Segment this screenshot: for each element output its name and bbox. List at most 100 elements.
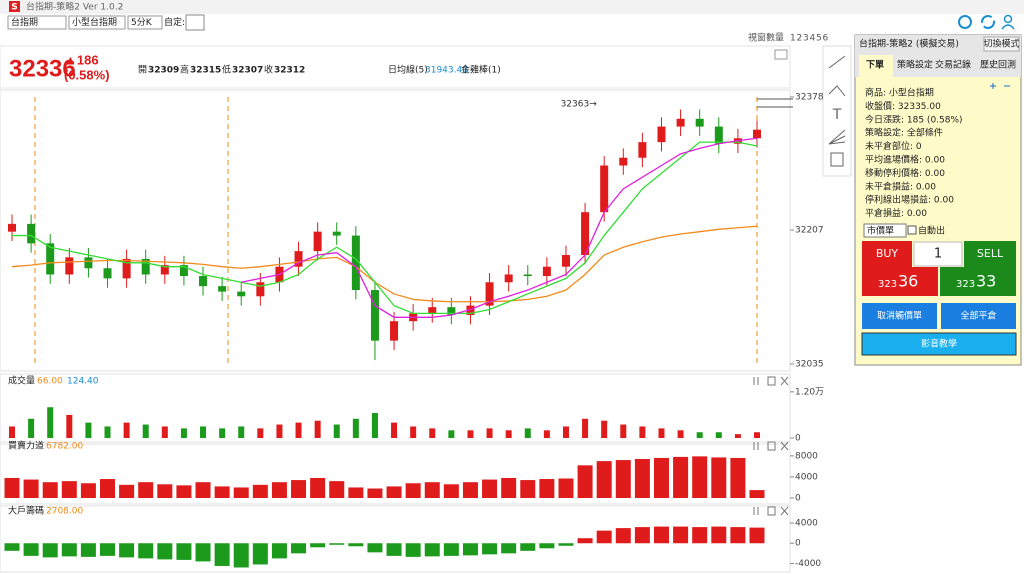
bar: [711, 526, 727, 544]
fan-tool[interactable]: [828, 129, 846, 145]
info-line: 平均進場價格: 0.00: [865, 154, 945, 166]
candle-body: [638, 142, 647, 158]
candle-body: [27, 223, 36, 244]
y-tick-label: 0: [795, 434, 801, 444]
bar: [195, 482, 211, 498]
window-count[interactable]: 3: [803, 34, 809, 44]
wave-tool[interactable]: [828, 85, 846, 97]
cancel-button[interactable]: [862, 303, 937, 329]
price-change: ▲186: [64, 52, 99, 67]
ma-line: [241, 137, 758, 318]
bar: [639, 426, 646, 438]
info-line: 策略設定: 全部條件: [865, 127, 943, 139]
bar: [291, 480, 307, 498]
delete-tool[interactable]: [830, 152, 844, 167]
bar: [577, 538, 593, 544]
quantity-input[interactable]: [913, 241, 963, 267]
bar: [692, 456, 708, 498]
bar: [462, 482, 478, 498]
drawing-tools: [822, 45, 852, 177]
bar: [730, 527, 746, 544]
market-select[interactable]: [7, 15, 67, 30]
tab[interactable]: 策略設定: [897, 59, 933, 71]
bar: [100, 543, 116, 556]
tab[interactable]: 下單: [866, 60, 884, 71]
bar: [352, 418, 359, 438]
bar: [157, 484, 173, 498]
bid-box[interactable]: [862, 267, 938, 296]
bar: [658, 428, 665, 438]
window-count[interactable]: 6: [823, 34, 829, 44]
order-type-select[interactable]: [863, 223, 907, 238]
bar: [42, 482, 58, 498]
tutorial-button[interactable]: [861, 332, 1017, 356]
window-count[interactable]: 2: [797, 34, 803, 44]
legend-gold: 金雞棒(1): [461, 64, 501, 76]
y-tick-label: -4000: [795, 559, 821, 569]
candle-body: [428, 307, 437, 314]
candle-body: [753, 129, 761, 139]
bar: [730, 457, 746, 498]
app-icon-letter: S: [11, 3, 17, 13]
bar: [673, 456, 689, 498]
bar: [310, 477, 326, 498]
header-tool[interactable]: [774, 49, 788, 60]
chart-panel: [0, 505, 791, 573]
window-count[interactable]: 4: [810, 34, 816, 44]
bar: [200, 426, 207, 438]
candle-body: [8, 223, 16, 232]
bar: [138, 543, 154, 559]
panel-readout: 2708.00: [46, 507, 83, 517]
user-icon[interactable]: [1003, 14, 1013, 24]
close-all-button[interactable]: [941, 303, 1016, 329]
bar: [123, 422, 130, 438]
bar: [443, 484, 459, 498]
candle-body: [714, 126, 723, 144]
refresh-icon[interactable]: [981, 15, 995, 29]
window-count[interactable]: 1: [790, 34, 796, 44]
candle-body: [160, 265, 169, 275]
product-select[interactable]: [68, 15, 126, 30]
candle-body: [695, 118, 704, 127]
bar: [482, 479, 498, 498]
tab[interactable]: 歷史回測: [980, 59, 1016, 71]
panel-tools[interactable]: [753, 376, 789, 386]
y-tick-label: 1.20万: [795, 387, 824, 397]
bar: [524, 428, 531, 438]
bar: [749, 490, 765, 498]
buy-button[interactable]: [862, 241, 912, 267]
auto-exit-label: 自動出: [918, 225, 945, 237]
title-bar: [0, 0, 1024, 14]
bar: [653, 526, 669, 544]
sell-button[interactable]: [964, 241, 1016, 267]
panel-tools[interactable]: [753, 441, 789, 451]
candle-body: [447, 307, 456, 315]
bar: [4, 543, 20, 551]
candle-body: [619, 157, 628, 166]
auto-exit-checkbox[interactable]: [907, 225, 917, 235]
custom-input[interactable]: [185, 14, 205, 31]
candle-body: [600, 165, 609, 213]
panel-tools[interactable]: [753, 506, 789, 516]
bar: [749, 527, 765, 544]
tab[interactable]: 交易記錄: [935, 59, 971, 71]
bar: [219, 428, 226, 438]
ask-box[interactable]: [940, 267, 1016, 296]
text-tool[interactable]: T: [832, 107, 842, 123]
bar: [429, 428, 436, 438]
info-line: 未平倉部位: 0: [865, 140, 922, 152]
mode-button[interactable]: [983, 36, 1020, 52]
bar: [558, 478, 574, 498]
interval-select[interactable]: [127, 15, 163, 30]
zoom-icons[interactable]: [990, 83, 1010, 89]
bar: [291, 543, 307, 554]
bar: [257, 428, 264, 438]
window-count[interactable]: 5: [816, 34, 822, 44]
line-tool[interactable]: [828, 55, 846, 69]
bar: [161, 426, 168, 438]
legend-ma-value: 31943.40: [425, 66, 468, 76]
bar: [692, 527, 708, 544]
broadcast-icon[interactable]: [958, 15, 972, 29]
candle-body: [561, 255, 570, 267]
